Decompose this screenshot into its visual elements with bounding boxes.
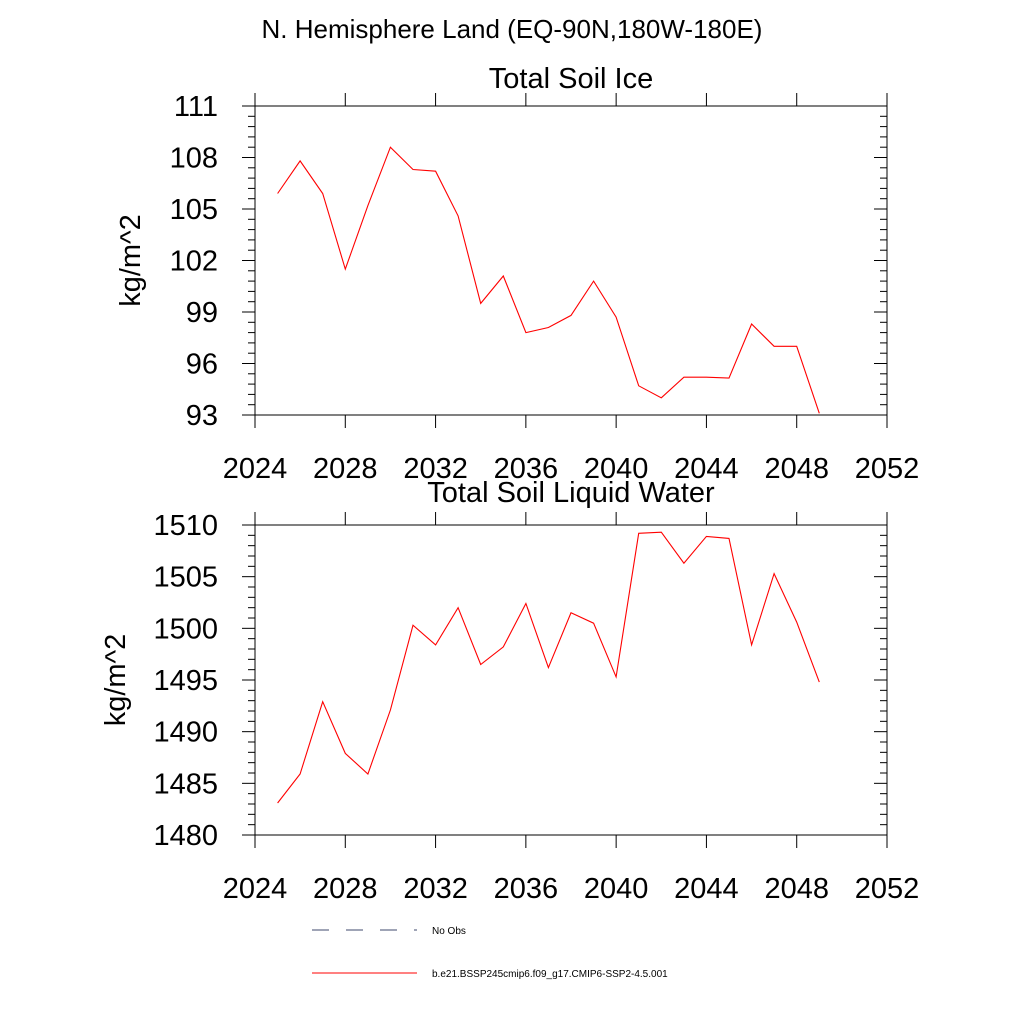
y-axis-label: kg/m^2 — [115, 214, 147, 307]
y-tick-label: 108 — [170, 143, 218, 175]
y-tick-label: 1495 — [153, 665, 218, 697]
legend-label: No Obs — [432, 926, 466, 937]
figure-suptitle: N. Hemisphere Land (EQ-90N,180W-180E) — [261, 14, 763, 44]
x-tick-label: 2044 — [674, 453, 739, 485]
y-tick-label: 111 — [174, 91, 218, 123]
y-tick-label: 1505 — [153, 562, 218, 594]
y-tick-label: 1510 — [153, 510, 218, 542]
y-axis-label: kg/m^2 — [100, 634, 132, 727]
y-tick-label: 93 — [186, 400, 218, 432]
x-tick-label: 2032 — [403, 453, 468, 485]
y-tick-label: 102 — [170, 246, 218, 278]
x-tick-label: 2040 — [584, 873, 649, 905]
series-line — [277, 531, 820, 804]
x-tick-label: 2028 — [313, 453, 378, 485]
chart-title: Total Soil Liquid Water — [427, 477, 715, 509]
x-tick-label: 2052 — [855, 453, 920, 485]
x-tick-label: 2048 — [764, 453, 829, 485]
legend: No Obs b.e21.BSSP245cmip6.f09_g17.CMIP6-S… — [312, 926, 668, 980]
x-tick-label: 2036 — [494, 873, 559, 905]
series-line — [277, 146, 820, 414]
y-tick-label: 1480 — [153, 820, 218, 852]
x-tick-label: 2032 — [403, 873, 468, 905]
y-tick-label: 1500 — [153, 613, 218, 645]
x-tick-label: 2028 — [313, 873, 378, 905]
plot-frame — [254, 524, 888, 836]
y-tick-label: 99 — [186, 297, 218, 329]
y-tick-label: 96 — [186, 349, 218, 381]
x-tick-label: 2024 — [223, 453, 288, 485]
x-tick-label: 2052 — [855, 873, 920, 905]
plot-frame — [254, 105, 888, 416]
panel-total-soil-ice: Total Soil Ice kg/m^2 2024 2028 2032 2036 2040… — [115, 63, 919, 485]
y-tick-label: 1485 — [153, 768, 218, 800]
legend-label: b.e21.BSSP245cmip6.f09_g17.CMIP6-SSP2-4.… — [432, 969, 668, 980]
y-tick-label: 1490 — [153, 717, 218, 749]
y-tick-label: 105 — [170, 194, 218, 226]
x-tick-label: 2048 — [764, 873, 829, 905]
chart-title: Total Soil Ice — [489, 63, 653, 95]
x-tick-label: 2024 — [223, 873, 288, 905]
panel-total-soil-liquid-water: Total Soil Liquid Water kg/m^2 2024 2028 203… — [100, 477, 919, 905]
x-tick-label: 2040 — [584, 453, 649, 485]
x-tick-label: 2044 — [674, 873, 739, 905]
x-tick-label: 2036 — [494, 453, 559, 485]
